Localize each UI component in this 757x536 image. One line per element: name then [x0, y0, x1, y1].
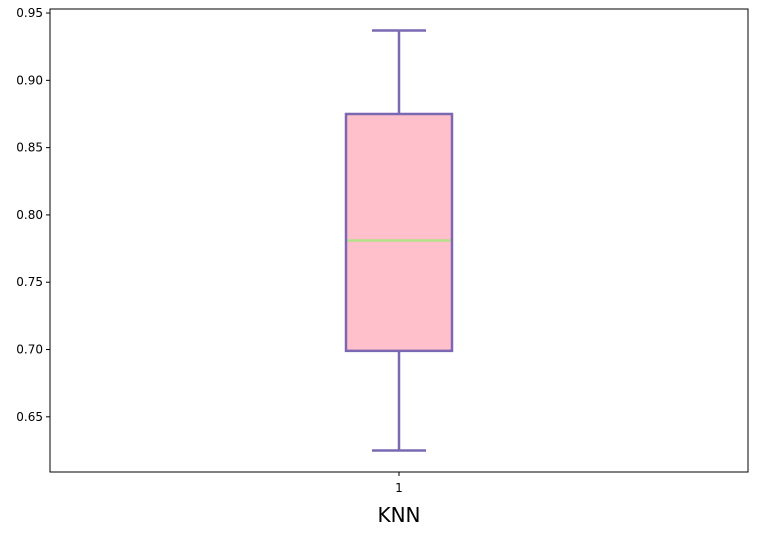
x-tick-label: 1 [395, 481, 403, 495]
y-tick-label: 0.90 [16, 73, 43, 87]
y-axis: 0.65 0.70 0.75 0.80 0.85 0.90 0.95 [16, 6, 50, 424]
y-tick-label: 0.75 [16, 275, 43, 289]
iqr-box [344, 112, 454, 353]
y-tick-label: 0.95 [16, 6, 43, 20]
y-tick-label: 0.70 [16, 343, 43, 357]
axes-frame [49, 8, 749, 473]
y-tick-label: 0.65 [16, 410, 43, 424]
x-axis-title: KNN [377, 503, 420, 527]
y-tick-label: 0.85 [16, 141, 43, 155]
y-tick-label: 0.80 [16, 208, 43, 222]
x-axis: 1 [395, 472, 403, 495]
plot-area [344, 29, 454, 452]
